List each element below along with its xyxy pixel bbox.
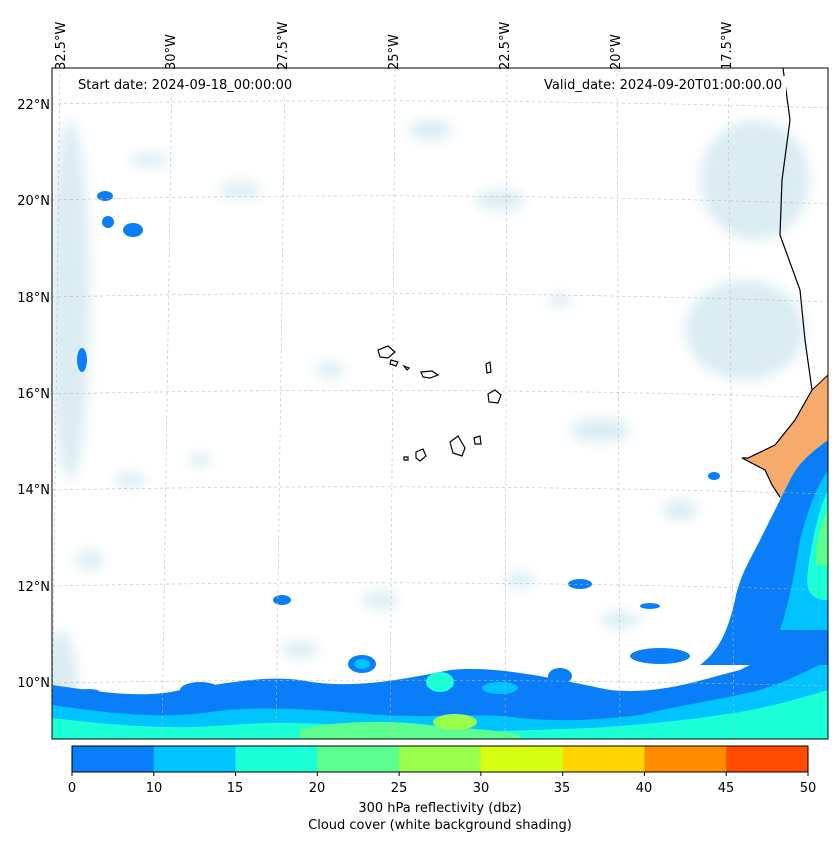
colorbar-sublabel: Cloud cover (white background shading) bbox=[308, 818, 572, 833]
lon-label: 30°W bbox=[164, 34, 179, 70]
colorbar-segment bbox=[72, 746, 155, 772]
map-frame bbox=[51, 67, 829, 740]
colorbar-tick: 0 bbox=[67, 781, 77, 796]
lat-label: 14°N bbox=[17, 483, 50, 498]
lon-label: 25°W bbox=[387, 34, 402, 70]
lat-label: 10°N bbox=[17, 676, 50, 691]
cape-verde-islands bbox=[377, 345, 502, 462]
lon-label: 20°W bbox=[609, 34, 624, 70]
colorbar-tick: 40 bbox=[635, 781, 653, 796]
lat-label: 22°N bbox=[17, 98, 50, 113]
colorbar-segment bbox=[399, 746, 482, 772]
colorbar-segment bbox=[153, 746, 237, 772]
colorbar-tick: 35 bbox=[553, 781, 571, 796]
colorbar-label: 300 hPa reflectivity (dbz) bbox=[358, 801, 522, 816]
graticule bbox=[52, 68, 828, 739]
lon-label: 17.5°W bbox=[720, 21, 735, 70]
lat-label: 18°N bbox=[17, 291, 50, 306]
colorbar-tick: 30 bbox=[472, 781, 490, 796]
cloud-cover-layer bbox=[52, 120, 810, 739]
colorbar-segment bbox=[644, 746, 727, 772]
lat-label: 20°N bbox=[17, 194, 50, 209]
colorbar-tick: 10 bbox=[145, 781, 163, 796]
colorbar-frame bbox=[71, 745, 809, 773]
africa-land bbox=[742, 68, 828, 520]
lon-label: 27.5°W bbox=[276, 21, 291, 70]
colorbar-tick: 25 bbox=[390, 781, 408, 796]
lat-label: 16°N bbox=[17, 387, 50, 402]
colorbar-segment bbox=[562, 746, 645, 772]
lon-label: 32.5°W bbox=[54, 21, 69, 70]
colorbar-segment bbox=[317, 746, 400, 772]
colorbar-segment bbox=[726, 746, 809, 772]
colorbar-segment bbox=[480, 746, 564, 772]
colorbar-tick: 15 bbox=[226, 781, 244, 796]
lon-label: 22.5°W bbox=[498, 21, 513, 70]
lat-label: 12°N bbox=[17, 580, 50, 595]
colorbar-tick: 45 bbox=[717, 781, 735, 796]
colorbar-tick: 20 bbox=[308, 781, 326, 796]
valid-date-label: Valid_date: 2024-09-20T01:00:00.00 bbox=[540, 76, 787, 96]
colorbar-segment bbox=[235, 746, 318, 772]
reflectivity-layer bbox=[52, 191, 828, 739]
colorbar-tick: 50 bbox=[799, 781, 817, 796]
start-date-label: Start date: 2024-09-18_00:00:00 bbox=[74, 76, 297, 96]
colorbar bbox=[71, 745, 809, 776]
